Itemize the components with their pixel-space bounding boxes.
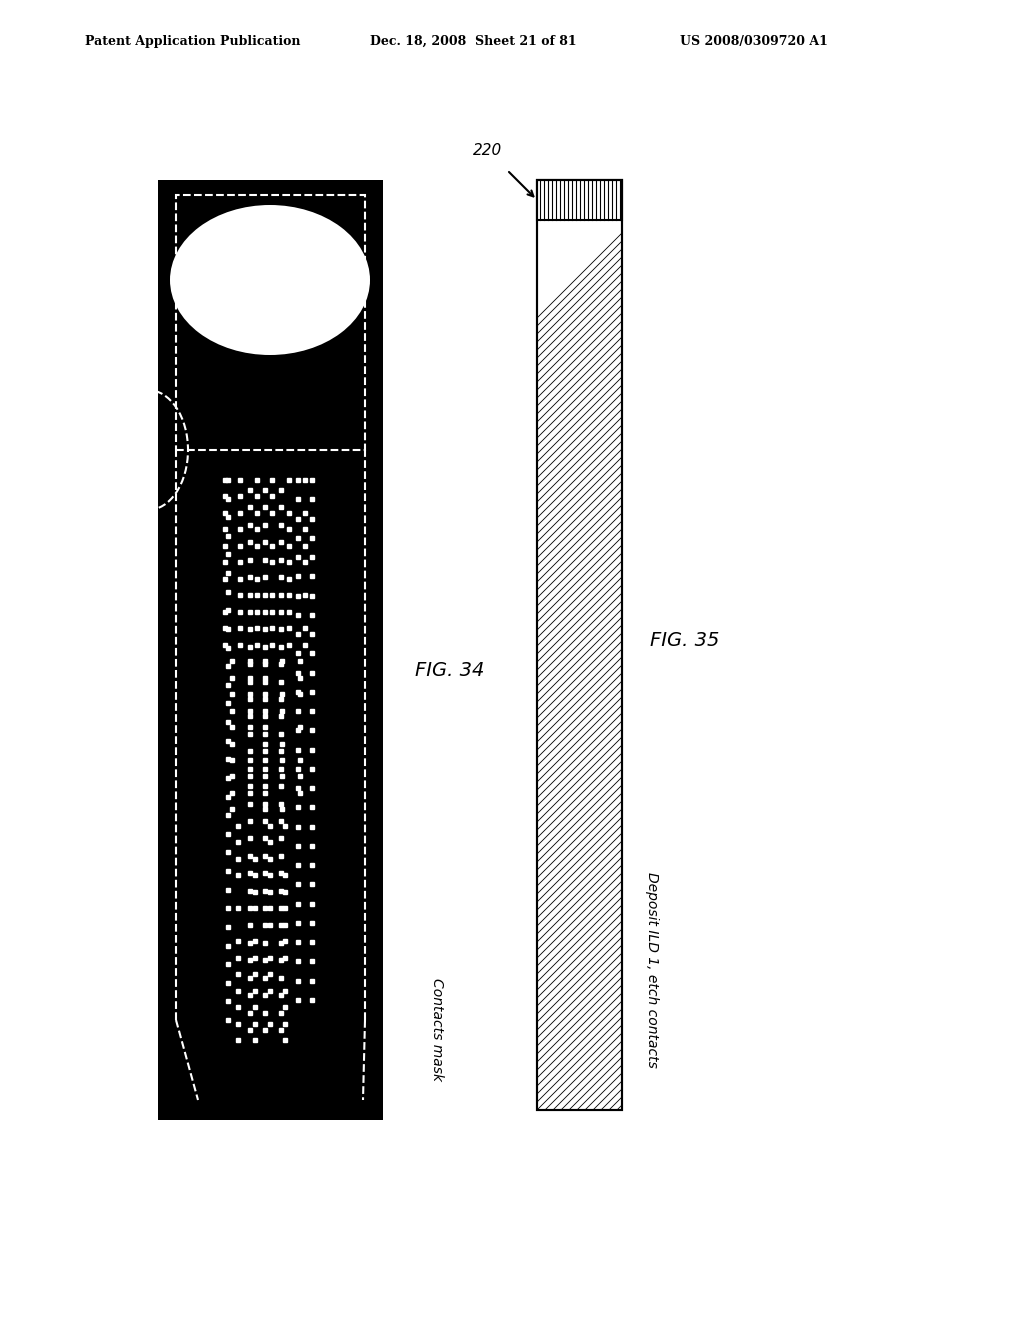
Bar [158,180,383,1119]
Ellipse shape [170,205,370,355]
Text: 220: 220 [473,143,502,158]
Text: FIG. 35: FIG. 35 [650,631,720,649]
Bar [537,180,622,1110]
Text: Deposit ILD 1, etch contacts: Deposit ILD 1, etch contacts [645,873,659,1068]
Text: Patent Application Publication: Patent Application Publication [85,36,300,48]
Text: FIG. 34: FIG. 34 [415,660,484,680]
Text: Contacts mask: Contacts mask [430,978,444,1081]
Text: US 2008/0309720 A1: US 2008/0309720 A1 [680,36,827,48]
Bar [537,180,622,220]
Text: Dec. 18, 2008  Sheet 21 of 81: Dec. 18, 2008 Sheet 21 of 81 [370,36,577,48]
Bar [537,180,622,1110]
